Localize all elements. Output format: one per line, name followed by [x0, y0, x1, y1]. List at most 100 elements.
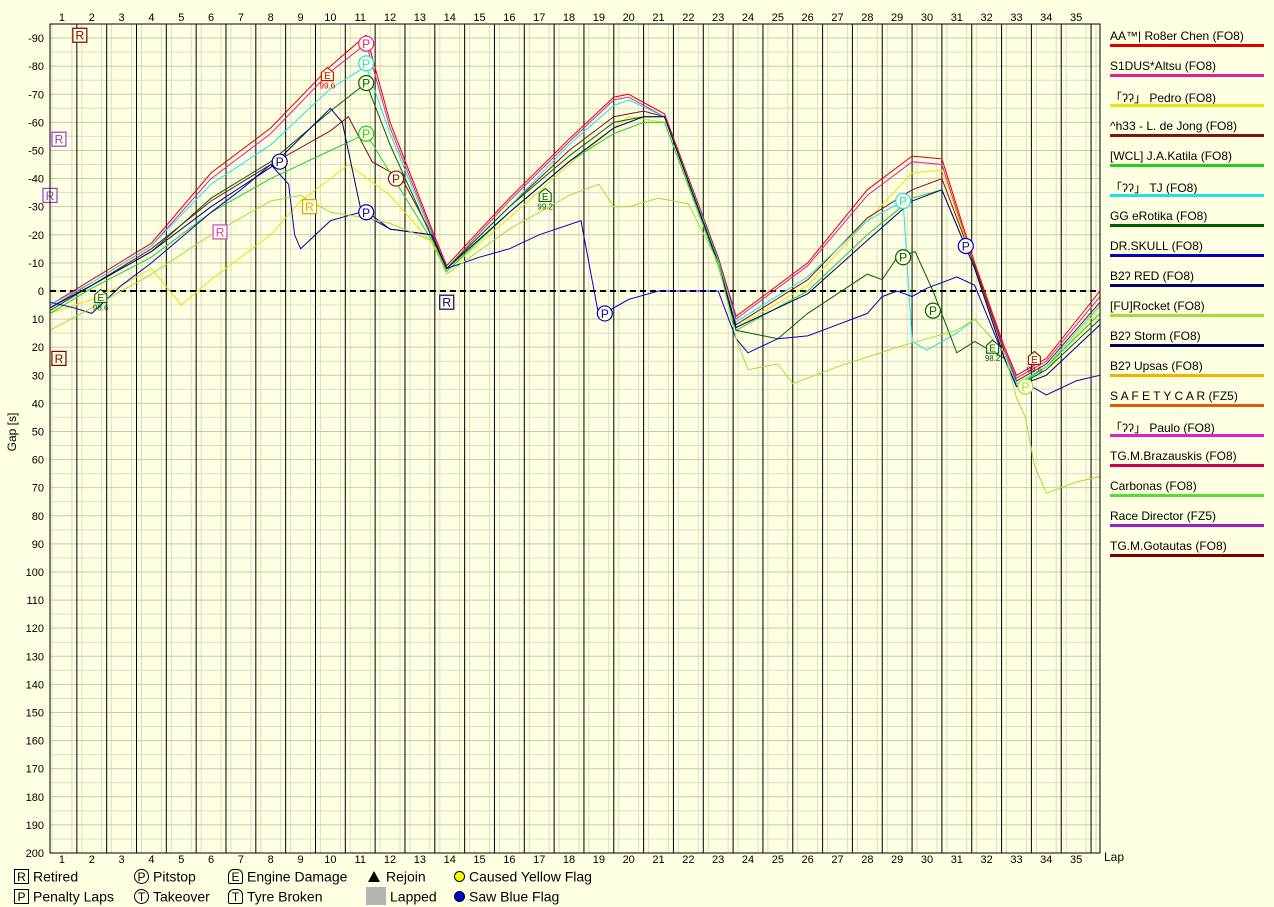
y-tick-label: 110	[26, 595, 44, 607]
flag-dot-icon	[454, 870, 465, 882]
legend-label: TG.M.Brazauskis (FO8)	[1110, 449, 1237, 463]
marker-r: R	[51, 350, 67, 367]
y-tick-label: -40	[28, 174, 44, 186]
marker-label: P	[362, 127, 370, 141]
marker-label: R	[216, 225, 225, 239]
x-tick-label-bottom: 12	[384, 854, 396, 866]
marker-p: P	[358, 74, 375, 92]
marker-circle	[895, 192, 912, 210]
symbol-legend-label: Retired	[33, 868, 79, 885]
legend-item: GG eRotika (FO8)	[1106, 206, 1266, 236]
marker-label: E	[989, 344, 996, 355]
marker-label: P	[392, 172, 400, 186]
symbol-legend-item: P Penalty Laps	[14, 887, 114, 907]
x-tick-label-top: 7	[238, 12, 244, 24]
y-tick-label: -30	[28, 202, 44, 214]
marker-note: 99.2	[537, 202, 553, 211]
legend-swatch	[1110, 254, 1264, 257]
marker-p: P	[358, 55, 375, 72]
house-symbol-icon: E	[228, 868, 243, 884]
legend-item: TG.M.Brazauskis (FO8)	[1106, 446, 1266, 476]
x-tick-label-bottom: 15	[473, 854, 485, 866]
y-tick-label: -50	[28, 145, 44, 157]
grid-minor	[50, 24, 1100, 853]
x-tick-label-bottom: 9	[298, 854, 304, 866]
x-tick-label-top: 13	[414, 12, 426, 24]
marker-e: E99.2	[537, 187, 554, 211]
x-tick-label-bottom: 2	[89, 854, 95, 866]
x-tick-label-top: 32	[981, 12, 993, 24]
x-tick-label-bottom: 11	[355, 854, 366, 866]
x-tick-label-bottom: 1	[59, 854, 65, 866]
x-tick-label-bottom: 21	[652, 854, 664, 866]
marker-note: 98.6	[93, 304, 109, 313]
plot-area	[50, 24, 1100, 853]
y-tick-labels: -90 -80 -70 -60 -50 -40 -30 -20 -10 0 10 20 30 40 50 60…	[26, 33, 44, 860]
legend-item: Carbonas (FO8)	[1106, 476, 1266, 506]
marker-circle	[358, 55, 375, 72]
marker-box	[439, 294, 455, 310]
legend-label: 「ʔʔ」 Pedro (FO8)	[1110, 91, 1217, 105]
marker-r: R	[301, 199, 318, 215]
marker-p: P	[596, 305, 613, 322]
y-tick-label: -90	[28, 33, 44, 45]
marker-box	[72, 27, 88, 43]
y-tick-label: 130	[26, 651, 44, 663]
marker-label: R	[442, 296, 451, 310]
plot-frame	[49, 23, 1101, 854]
y-tick-label: 170	[26, 764, 44, 776]
symbol-legend-item: T Takeover	[134, 887, 210, 907]
marker-circle	[924, 302, 942, 319]
x-tick-label-top: 27	[831, 12, 843, 24]
legend-swatch	[1110, 44, 1264, 47]
x-tick-label-bottom: 31	[951, 854, 963, 866]
legend-item: 「ʔʔ」 Pedro (FO8)	[1106, 86, 1266, 116]
symbol-legend-label: Takeover	[153, 888, 210, 905]
marker-circle	[358, 35, 375, 52]
box-symbol-icon: P	[14, 888, 29, 904]
legend-swatch	[1110, 134, 1264, 137]
x-tick-label-top: 25	[772, 12, 784, 24]
x-tick-label-top: 15	[473, 12, 485, 24]
x-tick-label-bottom: 13	[414, 854, 426, 866]
symbol-legend-label: Engine Damage	[247, 868, 348, 885]
box-symbol-icon: R	[14, 868, 29, 884]
y-tick-label: 60	[32, 455, 44, 467]
legend-swatch	[1110, 494, 1264, 497]
x-tick-label-top: 19	[593, 12, 605, 24]
x-tick-label-bottom: 24	[742, 854, 754, 866]
y-tick-label: 190	[26, 820, 44, 832]
x-tick-label-bottom: 25	[772, 854, 784, 866]
marker-circle	[596, 305, 613, 322]
flag-dot-icon	[454, 890, 465, 902]
x-tick-label-bottom: 30	[921, 854, 933, 866]
x-tick-label-bottom: 8	[268, 854, 274, 866]
x-tick-label-top: 4	[148, 12, 154, 24]
y-tick-label: 30	[32, 370, 44, 382]
symbol-legend-item: E Engine Damage	[228, 867, 347, 887]
marker-label: R	[305, 200, 314, 214]
x-tick-label-top: 20	[623, 12, 635, 24]
x-tick-label-top: 8	[268, 12, 274, 24]
y-tick-label: 100	[26, 567, 44, 579]
y-tick-label: 200	[26, 848, 44, 860]
legend-swatch	[1110, 74, 1264, 77]
marker-r: R	[212, 224, 228, 240]
x-tick-label-top: 10	[324, 12, 336, 24]
marker-circle	[271, 153, 288, 170]
axes	[49, 23, 1101, 854]
x-tick-labels-bottom: 1 2 3 4 5 6 7 8 9 10 11 12 13 14 15 16 17 18 19 20 21 22 23 24 2…	[59, 854, 1082, 866]
y-tick-label: 0	[38, 286, 44, 298]
marker-note: 98.2	[985, 354, 1001, 363]
x-tick-label-bottom: 32	[981, 854, 993, 866]
y-tick-label: -70	[28, 89, 44, 101]
x-tick-label-top: 29	[891, 12, 903, 24]
marker-note: 99.6	[320, 82, 336, 91]
marker-circle	[387, 170, 405, 187]
legend-swatch	[1110, 374, 1264, 377]
series-line-10	[49, 183, 1101, 494]
legend-swatch	[1110, 524, 1264, 527]
marker-p: P	[924, 302, 942, 319]
marker-p: P	[358, 204, 375, 221]
x-tick-label-top: 11	[355, 12, 366, 24]
